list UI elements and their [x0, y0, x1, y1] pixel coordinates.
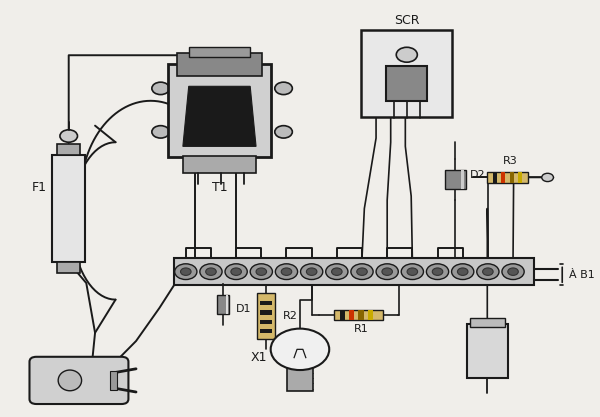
Bar [260, 310, 272, 314]
Circle shape [326, 264, 348, 279]
Circle shape [477, 264, 499, 279]
Circle shape [206, 268, 216, 275]
Circle shape [271, 329, 329, 370]
Bar [260, 329, 272, 333]
Bar [183, 156, 256, 173]
Bar [493, 172, 497, 183]
Polygon shape [183, 86, 256, 146]
Bar [445, 171, 466, 188]
Text: R2: R2 [283, 311, 298, 321]
Circle shape [396, 47, 418, 62]
Circle shape [231, 268, 241, 275]
Circle shape [542, 173, 553, 181]
Circle shape [60, 130, 77, 142]
Circle shape [432, 268, 443, 275]
Circle shape [351, 264, 373, 279]
Bar [52, 155, 85, 262]
Circle shape [457, 268, 468, 275]
Circle shape [357, 268, 367, 275]
Circle shape [275, 82, 292, 95]
Circle shape [307, 268, 317, 275]
Circle shape [427, 264, 449, 279]
Circle shape [175, 264, 197, 279]
Circle shape [452, 264, 474, 279]
Bar [177, 53, 262, 76]
Text: R1: R1 [354, 324, 369, 334]
Circle shape [407, 268, 418, 275]
Bar [260, 319, 272, 324]
Bar [168, 63, 271, 157]
Circle shape [401, 264, 424, 279]
Bar [368, 310, 373, 319]
Circle shape [200, 264, 222, 279]
Circle shape [301, 264, 323, 279]
Bar [487, 172, 528, 183]
Bar [334, 310, 383, 319]
Circle shape [275, 126, 292, 138]
Circle shape [376, 264, 398, 279]
Bar [358, 310, 364, 319]
Circle shape [152, 126, 169, 138]
Bar [361, 30, 452, 117]
Bar [57, 144, 80, 155]
Bar [257, 294, 275, 339]
Text: D1: D1 [235, 304, 251, 314]
Circle shape [181, 268, 191, 275]
Bar [461, 171, 464, 188]
Circle shape [502, 264, 524, 279]
Circle shape [256, 268, 266, 275]
Bar [260, 301, 272, 305]
Text: T1: T1 [212, 181, 227, 194]
Text: SCR: SCR [394, 13, 419, 27]
Bar [467, 324, 508, 378]
Text: C1: C1 [480, 347, 494, 357]
Circle shape [382, 268, 392, 275]
Circle shape [332, 268, 342, 275]
Bar [518, 172, 522, 183]
Circle shape [508, 268, 518, 275]
Bar [340, 310, 345, 319]
Circle shape [275, 264, 298, 279]
Bar [57, 262, 80, 273]
Bar [217, 296, 229, 314]
Bar [110, 371, 117, 389]
Text: À B1: À B1 [569, 270, 595, 280]
Text: D2: D2 [470, 171, 485, 181]
Text: F1: F1 [32, 181, 47, 194]
Bar [386, 66, 427, 101]
Text: +: + [488, 336, 500, 350]
Circle shape [250, 264, 272, 279]
Text: X1: X1 [251, 351, 267, 364]
Circle shape [152, 82, 169, 95]
Bar [174, 258, 534, 285]
FancyBboxPatch shape [29, 357, 128, 404]
Bar [189, 47, 250, 57]
Ellipse shape [58, 370, 82, 391]
Bar [470, 318, 505, 327]
Circle shape [482, 268, 493, 275]
Text: R3: R3 [503, 156, 518, 166]
Circle shape [281, 268, 292, 275]
Bar [509, 172, 514, 183]
Circle shape [225, 264, 247, 279]
Bar [287, 368, 313, 391]
Bar [502, 172, 505, 183]
Bar [349, 310, 355, 319]
Bar [226, 296, 228, 314]
